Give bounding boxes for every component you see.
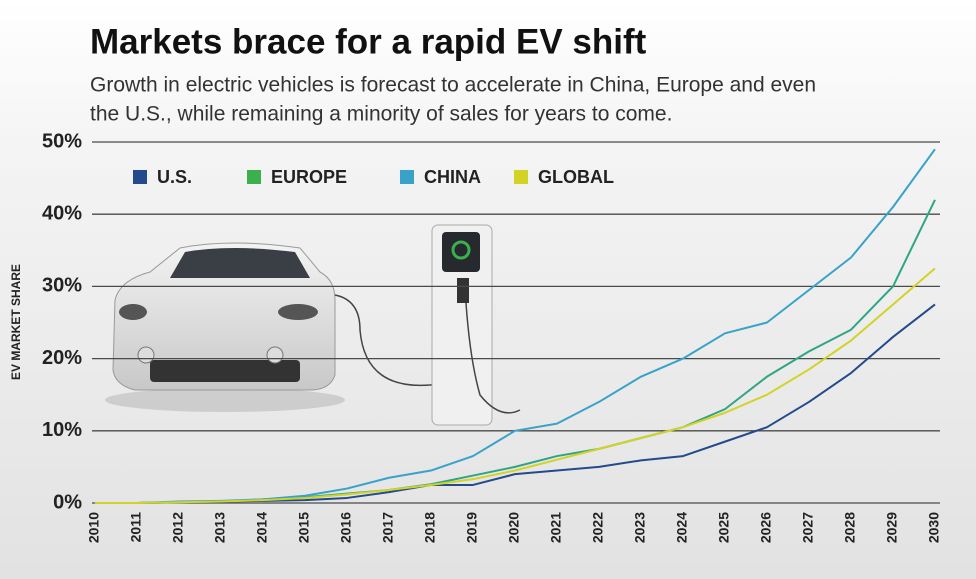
x-tick-label: 2022 — [590, 512, 606, 543]
charger-illustration — [431, 224, 521, 426]
x-tick-label: 2014 — [254, 512, 270, 543]
x-tick-label: 2015 — [296, 512, 312, 543]
x-tick-label: 2019 — [464, 512, 480, 543]
x-tick-label: 2027 — [800, 512, 816, 543]
y-tick-label: 40% — [42, 202, 82, 224]
x-tick-label: 2026 — [758, 512, 774, 543]
y-tick-label: 10% — [42, 419, 82, 441]
series-line — [95, 267, 936, 504]
x-tick-label: 2024 — [674, 512, 690, 543]
x-tick-label: 2010 — [86, 512, 102, 543]
y-tick-label: 30% — [42, 275, 82, 297]
legend-swatch — [400, 170, 414, 184]
x-tick-label: 2029 — [884, 512, 900, 543]
x-tick-label: 2016 — [338, 512, 354, 543]
x-tick-label: 2023 — [632, 512, 648, 543]
legend-label: GLOBAL — [538, 167, 614, 187]
legend-label: U.S. — [157, 167, 192, 187]
x-tick-label: 2028 — [842, 512, 858, 543]
legend-swatch — [514, 170, 528, 184]
x-tick-label: 2020 — [506, 512, 522, 543]
x-tick-label: 2025 — [716, 512, 732, 543]
x-tick-label: 2018 — [422, 512, 438, 543]
x-tick-label: 2012 — [170, 512, 186, 543]
legend-label: EUROPE — [271, 167, 347, 187]
y-tick-label: 0% — [53, 491, 82, 513]
legend-swatch — [133, 170, 147, 184]
subtitle: the U.S., while remaining a minority of … — [90, 103, 672, 126]
y-tick-label: 20% — [42, 347, 82, 369]
x-tick-label: 2017 — [380, 512, 396, 543]
legend-swatch — [247, 170, 261, 184]
x-tick-label: 2030 — [926, 512, 942, 543]
y-axis-label: EV MARKET SHARE — [9, 264, 23, 380]
car-illustration — [105, 242, 481, 412]
x-tick-label: 2021 — [548, 512, 564, 543]
subtitle: Growth in electric vehicles is forecast … — [90, 74, 816, 97]
y-tick-label: 50% — [42, 130, 82, 152]
x-tick-label: 2013 — [212, 512, 228, 543]
x-tick-label: 2011 — [128, 512, 144, 543]
legend-label: CHINA — [424, 167, 481, 187]
chart-title: Markets brace for a rapid EV shift — [90, 22, 647, 61]
